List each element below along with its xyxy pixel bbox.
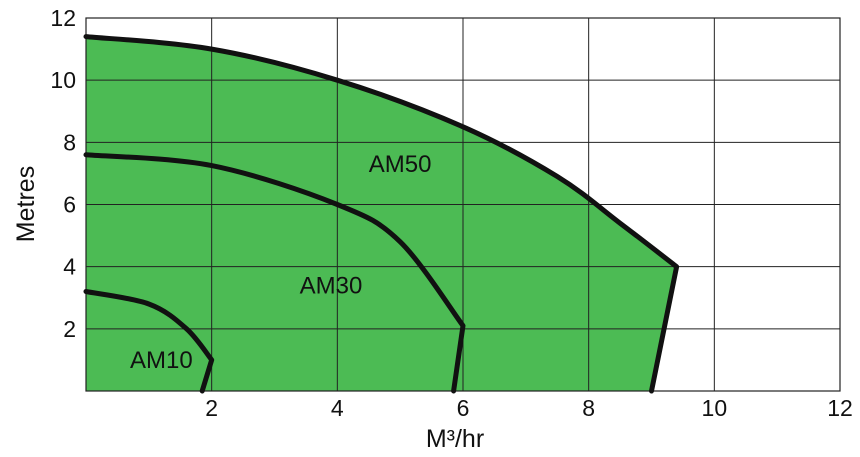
- x-tick-label: 10: [702, 395, 728, 421]
- series-label-am30: AM30: [300, 272, 363, 299]
- series-curve-am50: [83, 34, 680, 394]
- series-curve-am10: [83, 289, 215, 394]
- y-axis-ticks: 2 4 6 8 10 12: [50, 5, 76, 342]
- y-axis-title: Metres: [12, 166, 40, 242]
- series-labels: AM50 AM30 AM10: [130, 151, 431, 374]
- x-tick-label: 6: [457, 395, 470, 421]
- x-tick-label: 8: [582, 395, 595, 421]
- chart-gridlines: [86, 18, 840, 391]
- x-tick-label: 2: [205, 395, 218, 421]
- series-label-am50: AM50: [369, 151, 432, 178]
- performance-area-fill: [86, 36, 677, 391]
- x-axis-title: M³/hr: [426, 425, 484, 453]
- y-tick-label: 10: [50, 67, 76, 93]
- area-fill: [86, 36, 677, 391]
- y-tick-label: 2: [63, 316, 76, 342]
- y-tick-label: 4: [63, 254, 76, 280]
- y-tick-label: 8: [63, 129, 76, 155]
- x-tick-label: 4: [331, 395, 344, 421]
- plot-frame: [85, 17, 841, 392]
- x-axis-ticks: 2 4 6 8 10 12: [205, 395, 853, 421]
- x-tick-label: 12: [827, 395, 853, 421]
- y-tick-label: 12: [50, 5, 76, 31]
- series-curve-am30: [83, 152, 466, 394]
- series-curves: [83, 34, 680, 394]
- series-label-am10: AM10: [130, 347, 193, 374]
- y-tick-label: 6: [63, 192, 76, 218]
